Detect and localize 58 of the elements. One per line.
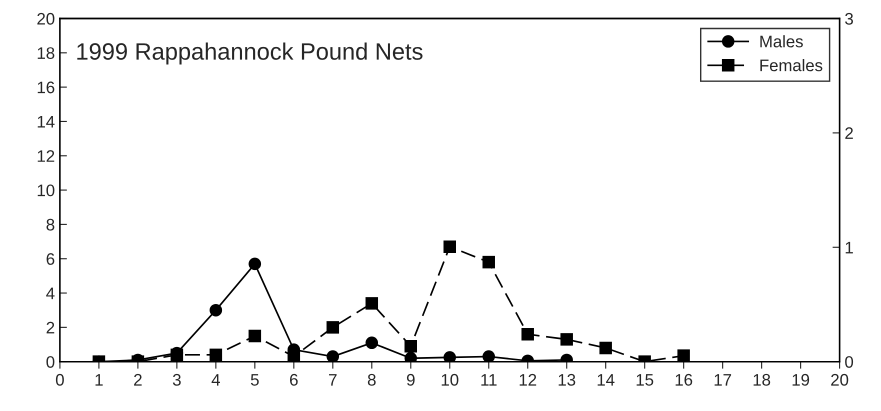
x-tick-label: 6 bbox=[290, 374, 298, 386]
y-tick-label: 2 bbox=[46, 322, 54, 334]
point bbox=[248, 258, 262, 270]
y-tick-label: 12 bbox=[38, 150, 54, 162]
point bbox=[326, 321, 340, 334]
point bbox=[366, 336, 378, 350]
y-tick-label: 6 bbox=[46, 253, 54, 265]
point bbox=[326, 350, 340, 362]
y-tick-label: 10 bbox=[38, 184, 54, 196]
x-tick-label: 2 bbox=[134, 374, 142, 386]
y2-tick-label: 3 bbox=[845, 12, 853, 25]
point bbox=[677, 349, 690, 362]
x-tick-label: 13 bbox=[558, 374, 576, 386]
y-tick-label: 8 bbox=[46, 218, 54, 231]
x-tick-label: 16 bbox=[676, 374, 692, 386]
y2-tick-label: 1 bbox=[846, 242, 853, 254]
x-tick-label: 15 bbox=[636, 374, 654, 386]
x-tick-label: 10 bbox=[442, 374, 458, 386]
x-tick-label: 11 bbox=[481, 374, 497, 386]
point bbox=[366, 297, 378, 310]
y-tick-label: 4 bbox=[46, 288, 55, 300]
y-tick-label: 14 bbox=[38, 116, 55, 128]
y-tick-label: 18 bbox=[38, 47, 54, 60]
point bbox=[444, 351, 456, 362]
y-tick-label: 0 bbox=[46, 356, 54, 368]
y2-tick-label: 0 bbox=[845, 356, 854, 368]
y2-tick-label: 2 bbox=[845, 127, 853, 139]
x-tick-label: 9 bbox=[406, 374, 415, 386]
x-tick-label: 5 bbox=[250, 374, 259, 386]
y-tick-label: 16 bbox=[38, 82, 54, 94]
x-tick-label: 17 bbox=[714, 374, 732, 386]
point bbox=[404, 352, 418, 362]
legend-label: Females bbox=[760, 59, 822, 72]
x-tick-label: 0 bbox=[56, 374, 64, 386]
x-tick-label: 20 bbox=[831, 374, 848, 386]
point bbox=[210, 304, 222, 316]
point bbox=[482, 350, 495, 362]
point bbox=[444, 240, 456, 253]
point bbox=[404, 340, 418, 352]
x-tick-label: 12 bbox=[520, 374, 536, 386]
x-tick-label: 3 bbox=[172, 374, 181, 386]
y-tick-label: 20 bbox=[37, 12, 54, 25]
point bbox=[521, 328, 534, 340]
x-tick-label: 18 bbox=[754, 374, 770, 386]
point bbox=[248, 330, 262, 342]
x-tick-label: 4 bbox=[212, 374, 220, 386]
point bbox=[560, 333, 573, 346]
point bbox=[482, 256, 495, 268]
point bbox=[599, 342, 612, 354]
point bbox=[288, 350, 300, 362]
x-tick-label: 19 bbox=[792, 374, 810, 386]
text: 1999 Rappahannock Pound Nets bbox=[77, 42, 423, 65]
x-tick-label: 8 bbox=[368, 374, 376, 386]
x-tick-label: 7 bbox=[329, 374, 337, 386]
legend-label: Males bbox=[760, 35, 803, 48]
x-tick-label: 1 bbox=[96, 374, 103, 386]
x-tick-label: 14 bbox=[598, 374, 614, 386]
point bbox=[210, 348, 222, 362]
